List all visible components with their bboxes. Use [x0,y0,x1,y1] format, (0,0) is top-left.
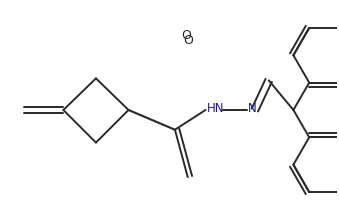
Text: O: O [181,29,191,43]
Text: O: O [183,34,193,47]
Text: N: N [248,102,257,114]
Text: HN: HN [206,102,224,114]
